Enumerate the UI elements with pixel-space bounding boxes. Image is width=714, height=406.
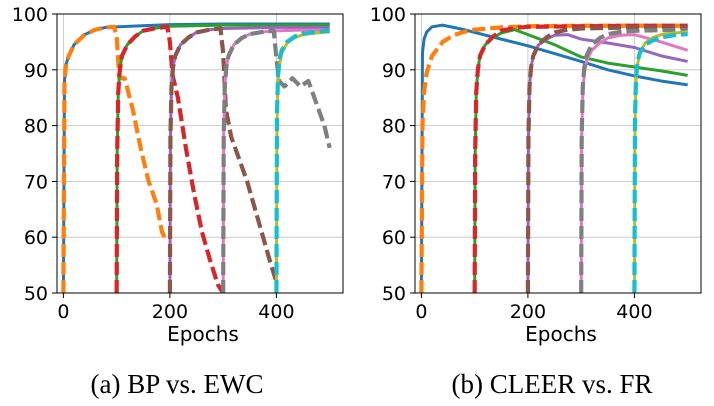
series-line-7 — [579, 33, 689, 293]
y-tick-label: 70 — [382, 171, 406, 193]
plot-area — [57, 14, 343, 293]
y-tick-label: 80 — [24, 116, 48, 138]
x-axis-label: Epochs — [167, 322, 239, 346]
x-tick-label: 0 — [57, 301, 69, 323]
series-line-2 — [61, 24, 167, 293]
series-group — [419, 23, 689, 293]
x-tick-label: 400 — [258, 301, 294, 323]
series-line-6 — [167, 26, 279, 293]
y-tick-label: 100 — [12, 4, 48, 26]
x-tick-label: 200 — [152, 301, 188, 323]
y-tick-label: 50 — [24, 283, 48, 305]
y-tick-label: 80 — [382, 116, 406, 138]
y-tick-label: 60 — [24, 227, 48, 249]
series-line-8 — [221, 28, 332, 293]
series-line-1 — [419, 23, 688, 293]
y-tick-label: 90 — [24, 60, 48, 82]
chart-panel-2: 50 60 70 80 90 100 0 200 400 Epochs (b) CLEER vs. … — [370, 4, 702, 399]
x-tick-label: 0 — [415, 301, 427, 323]
chart-caption: (a) BP vs. EWC — [91, 369, 264, 399]
series-line-6 — [525, 25, 688, 293]
series-line-4 — [114, 24, 225, 293]
x-axis-label: Epochs — [525, 322, 597, 346]
chart-caption: (b) CLEER vs. FR — [451, 369, 652, 399]
y-tick-label: 60 — [382, 227, 406, 249]
plot-area — [415, 14, 701, 293]
chart-panel-1: 50 60 70 80 90 100 0 200 400 Epochs (a) BP vs. EWC — [12, 4, 344, 399]
y-tick-label: 50 — [382, 283, 406, 305]
axes-frame — [414, 13, 702, 294]
series-line-10 — [274, 28, 330, 293]
series-line-4 — [472, 23, 688, 293]
y-tick-label: 70 — [24, 171, 48, 193]
x-tick-label: 200 — [510, 301, 546, 323]
series-group — [61, 22, 332, 293]
series-line-10 — [632, 31, 688, 293]
series-line-8 — [579, 28, 688, 293]
axes-frame — [56, 13, 344, 294]
y-tick-label: 90 — [382, 60, 406, 82]
y-tick-label: 100 — [370, 4, 406, 26]
x-tick-label: 400 — [616, 301, 652, 323]
